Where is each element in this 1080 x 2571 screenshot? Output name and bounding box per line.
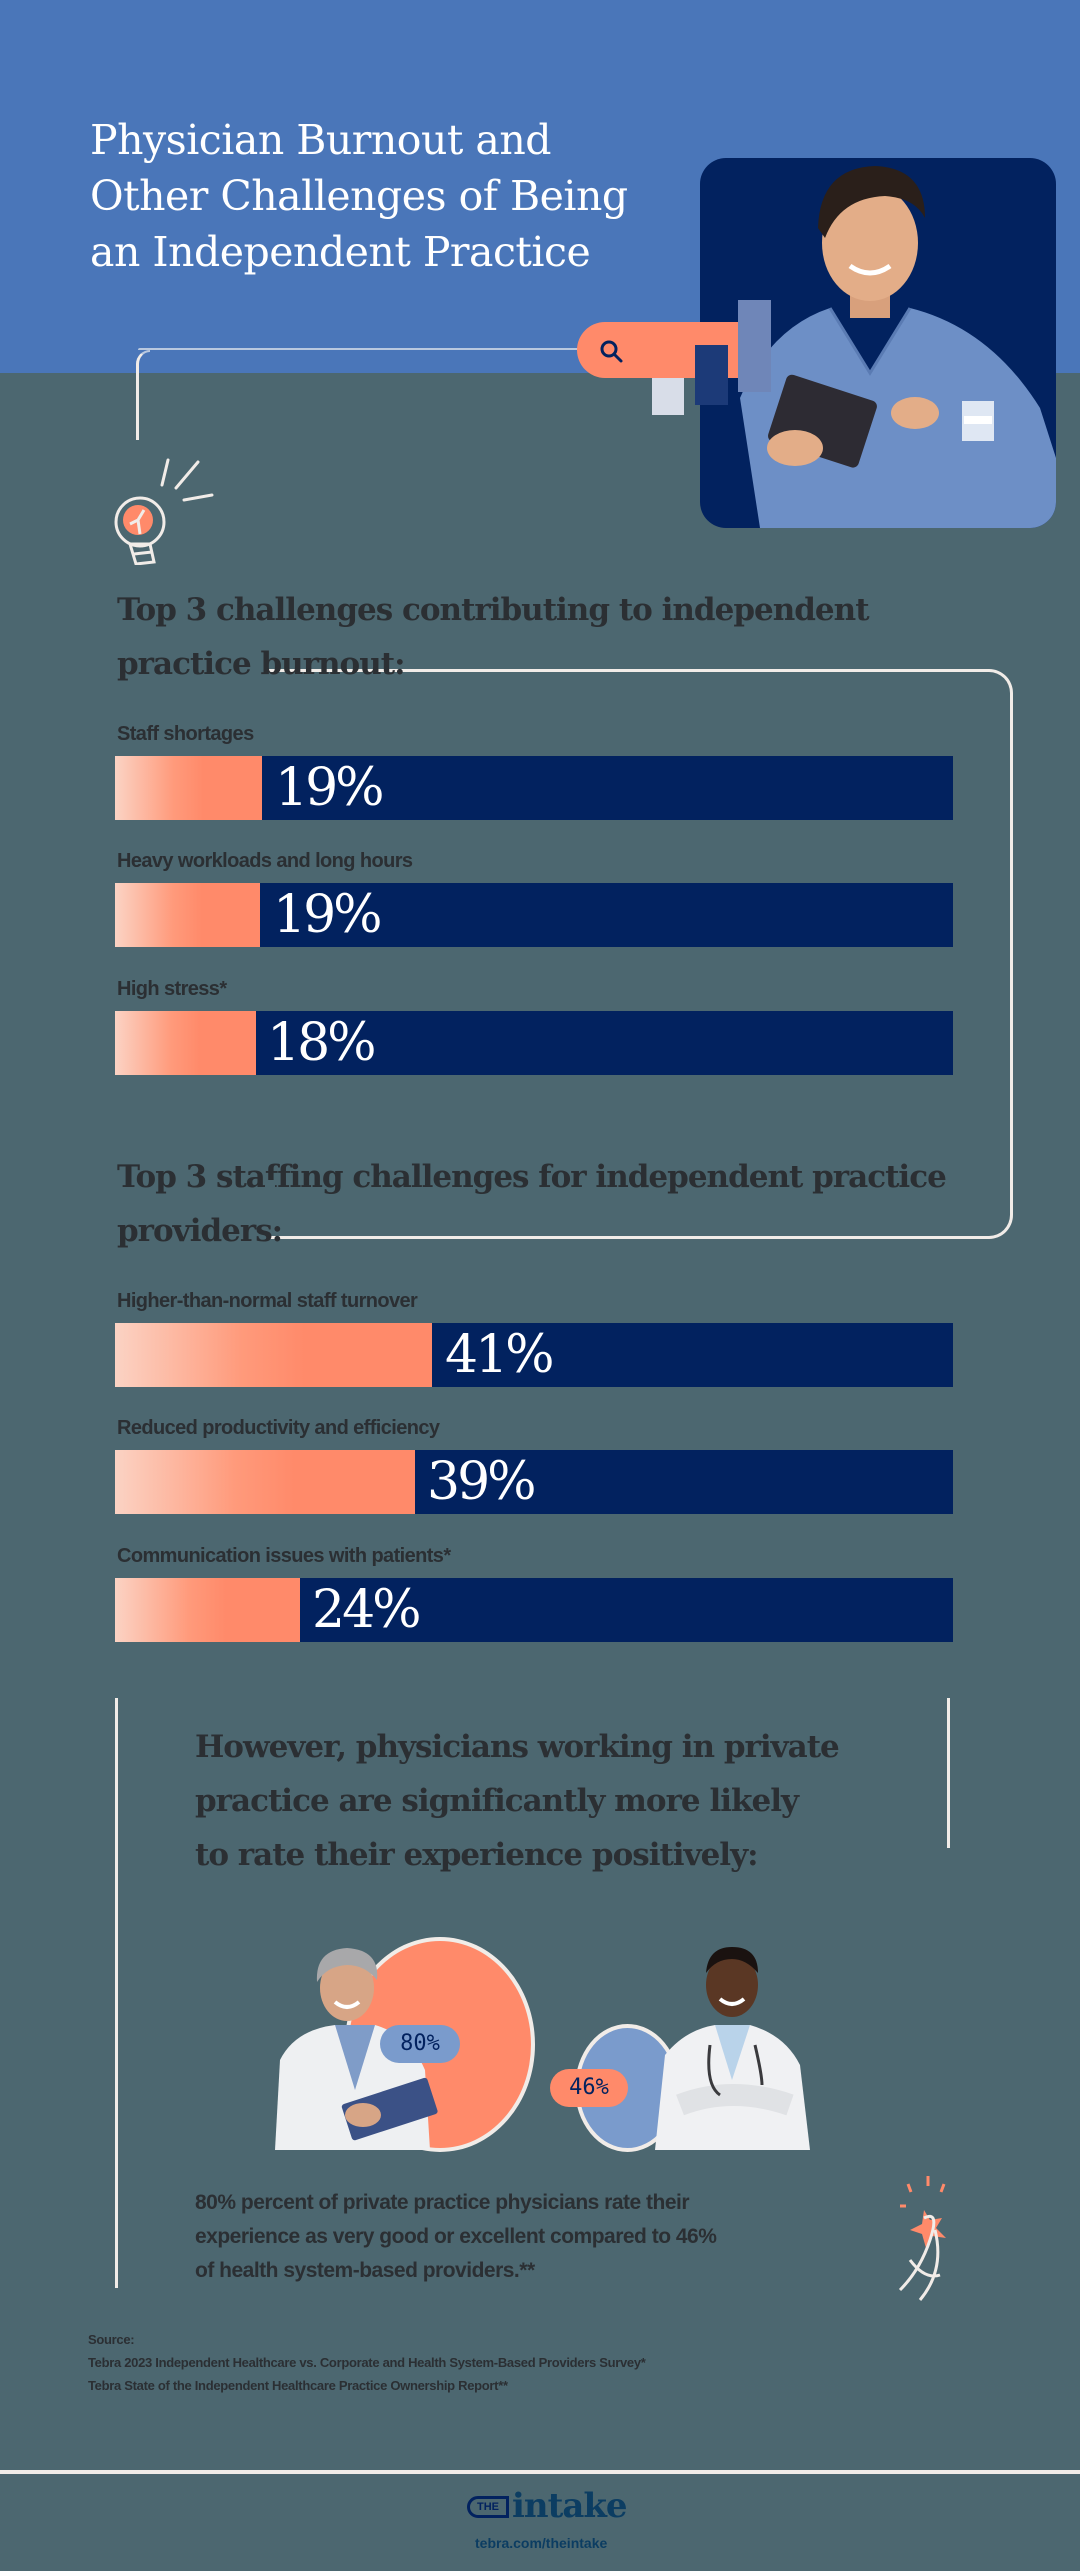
bar-value: 19% xyxy=(275,758,385,818)
private-practice-percent-badge: 80% xyxy=(380,2025,460,2063)
logo-badge: THE xyxy=(467,2496,509,2518)
source-item: Tebra 2023 Independent Healthcare vs. Co… xyxy=(88,2355,646,2370)
bar-value: 41% xyxy=(445,1325,555,1385)
right-frame-line xyxy=(947,1698,950,1848)
connector-line-vertical xyxy=(136,350,150,440)
bar-value: 24% xyxy=(312,1580,422,1640)
comparison-heading-line-1: However, physicians working in private xyxy=(195,1729,840,1765)
title-line-3: an Independent Practice xyxy=(90,228,591,276)
bar-label: Reduced productivity and efficiency xyxy=(117,1417,440,1439)
footer-divider xyxy=(0,2470,1080,2474)
stat-line-2: experience as very good or excellent com… xyxy=(195,2225,717,2248)
bar-fill xyxy=(115,1323,432,1387)
comparison-stat-text: 80% percent of private practice physicia… xyxy=(195,2186,845,2288)
bar-label: Higher-than-normal staff turnover xyxy=(117,1290,418,1312)
male-doctor-image xyxy=(655,1947,810,2150)
comparison-heading-line-2: practice are significantly more likely xyxy=(195,1783,799,1819)
bar-value: 39% xyxy=(427,1452,537,1512)
bar-communication-issues: 24% xyxy=(115,1578,953,1642)
bar-label: High stress* xyxy=(117,978,227,1000)
bar-staff-shortages: 19% xyxy=(115,756,953,820)
title-line-1: Physician Burnout and xyxy=(90,116,552,164)
stat-line-3: of health system-based providers.** xyxy=(195,2259,535,2282)
title-line-2: Other Challenges of Being xyxy=(90,172,628,220)
bar-fill xyxy=(115,1450,415,1514)
star-sparkle-icon xyxy=(898,2176,946,2301)
health-system-percent-badge: 46% xyxy=(550,2069,628,2107)
bar-staff-turnover: 41% xyxy=(115,1323,953,1387)
comparison-heading: However, physicians working in private p… xyxy=(195,1720,895,1882)
burnout-heading-line-1: Top 3 challenges contributing to indepen… xyxy=(117,592,870,628)
burnout-heading-line-2: practice burnout: xyxy=(117,646,406,682)
hero-image-nurse-with-tablet xyxy=(700,158,1056,528)
staffing-heading-line-1: Top 3 staffing challenges for independen… xyxy=(117,1159,947,1195)
burnout-heading: Top 3 challenges contributing to indepen… xyxy=(117,583,870,691)
bar-reduced-productivity: 39% xyxy=(115,1450,953,1514)
decorative-block-blue xyxy=(738,300,771,392)
bar-fill xyxy=(115,1011,256,1075)
bar-label: Communication issues with patients* xyxy=(117,1545,451,1567)
page-title: Physician Burnout and Other Challenges o… xyxy=(90,112,690,280)
footer-url-link[interactable]: tebra.com/theintake xyxy=(475,2535,608,2551)
bar-heavy-workloads: 19% xyxy=(115,883,953,947)
bar-label: Staff shortages xyxy=(117,723,254,745)
sources-label: Source: xyxy=(88,2332,135,2347)
decorative-block-white xyxy=(652,378,684,415)
bar-fill xyxy=(115,756,262,820)
the-intake-logo[interactable]: THE intake xyxy=(467,2486,628,2526)
lightbulb-icon xyxy=(114,458,214,565)
staffing-heading-line-2: providers: xyxy=(117,1213,283,1249)
sources-block: Source: Tebra 2023 Independent Healthcar… xyxy=(88,2328,646,2397)
bar-value: 18% xyxy=(267,1013,377,1073)
comparison-heading-line-3: to rate their experience positively: xyxy=(195,1837,759,1873)
stat-line-1: 80% percent of private practice physicia… xyxy=(195,2191,690,2214)
section-frame-line xyxy=(268,669,1013,1239)
logo-wordmark: intake xyxy=(512,2486,628,2526)
connector-line xyxy=(138,348,578,350)
bar-fill xyxy=(115,883,260,947)
left-frame-line xyxy=(115,1698,118,2288)
search-bar-decoration xyxy=(577,322,767,378)
decorative-block-navy xyxy=(695,345,728,405)
source-item: Tebra State of the Independent Healthcar… xyxy=(88,2378,508,2393)
bar-high-stress: 18% xyxy=(115,1011,953,1075)
bar-value: 19% xyxy=(273,885,383,945)
nurse-illustration xyxy=(740,166,1056,528)
frame-mask xyxy=(265,1180,275,1220)
staffing-heading: Top 3 staffing challenges for independen… xyxy=(117,1150,947,1258)
search-icon xyxy=(600,340,623,363)
bar-label: Heavy workloads and long hours xyxy=(117,850,413,872)
bar-fill xyxy=(115,1578,300,1642)
